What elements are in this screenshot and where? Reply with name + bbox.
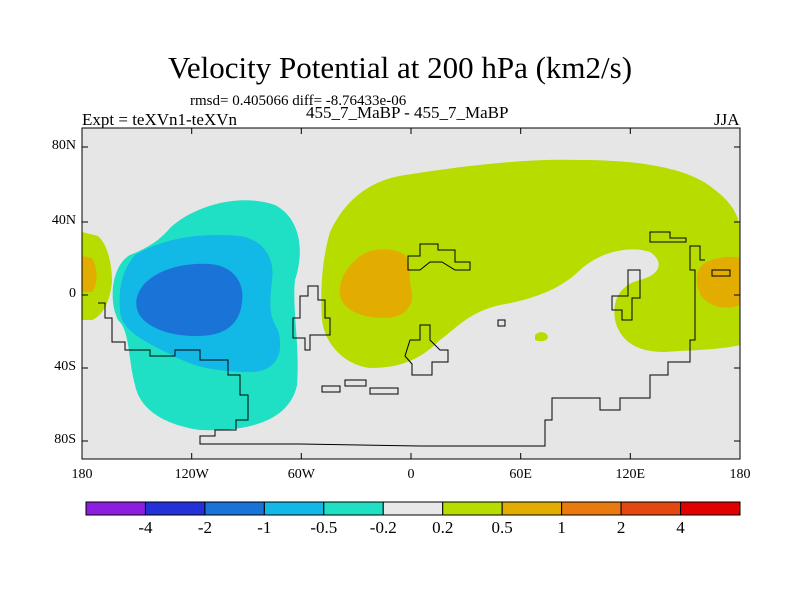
- negative-contour-1: [136, 263, 243, 337]
- colorbar-swatch: [442, 501, 503, 516]
- colorbar: [85, 501, 741, 516]
- positive-contour-0-5-west: [82, 256, 97, 292]
- y-tick-label: 80N: [51, 138, 76, 153]
- colorbar-swatch: [620, 501, 682, 516]
- colorbar-swatch: [144, 501, 206, 516]
- x-tick-label: 180: [729, 467, 751, 482]
- colorbar-label: 2: [616, 518, 626, 537]
- y-tick-label: 0: [69, 286, 76, 301]
- colorbar-label: 0.2: [432, 518, 454, 537]
- colorbar-label: 0.5: [491, 518, 513, 537]
- colorbar-swatch: [85, 501, 146, 516]
- x-tick-label: 60W: [287, 467, 315, 482]
- colorbar-label: -0.2: [369, 518, 397, 537]
- y-tick-label: 40S: [54, 359, 76, 374]
- colorbar-label: 1: [557, 518, 566, 537]
- experiment-label: Expt = teXVn1-teXVn: [82, 110, 238, 129]
- colorbar-label: -0.5: [310, 518, 338, 537]
- x-tick-label: 60E: [509, 467, 532, 482]
- colorbar-label: -1: [257, 518, 272, 537]
- tick-marks: [81, 128, 741, 459]
- colorbar-swatch: [323, 501, 384, 516]
- x-tick-label: 120W: [174, 467, 209, 482]
- positive-contour-0-2: [321, 159, 740, 368]
- stats-label: rmsd= 0.405066 diff= -8.76433e-06: [190, 93, 407, 109]
- colorbar-label: 4: [676, 518, 685, 537]
- x-tick-label: 180: [71, 467, 93, 482]
- colorbar-swatch: [561, 501, 622, 516]
- colorbar-swatch: [501, 501, 563, 516]
- colorbar-swatch: [382, 501, 444, 516]
- colorbar-swatch: [204, 501, 265, 516]
- x-tick-label: 0: [407, 467, 415, 482]
- y-tick-label: 40N: [51, 213, 76, 228]
- season-label: JJA: [714, 110, 740, 129]
- y-tick-label: 80S: [54, 432, 76, 447]
- positive-west-edge: [82, 232, 112, 320]
- colorbar-swatch: [263, 501, 325, 516]
- positive-blob: [535, 332, 548, 342]
- plot-title: Velocity Potential at 200 hPa (km2/s): [167, 50, 633, 85]
- colorbar-label: -2: [197, 518, 212, 537]
- positive-contour-0-5-africa: [339, 249, 413, 318]
- colorbar-label: -4: [138, 518, 153, 537]
- colorbar-swatch: [680, 501, 741, 516]
- coastlines: [98, 231, 731, 447]
- x-tick-label: 120E: [615, 467, 646, 482]
- case-label: 455_7_MaBP - 455_7_MaBP: [306, 103, 509, 122]
